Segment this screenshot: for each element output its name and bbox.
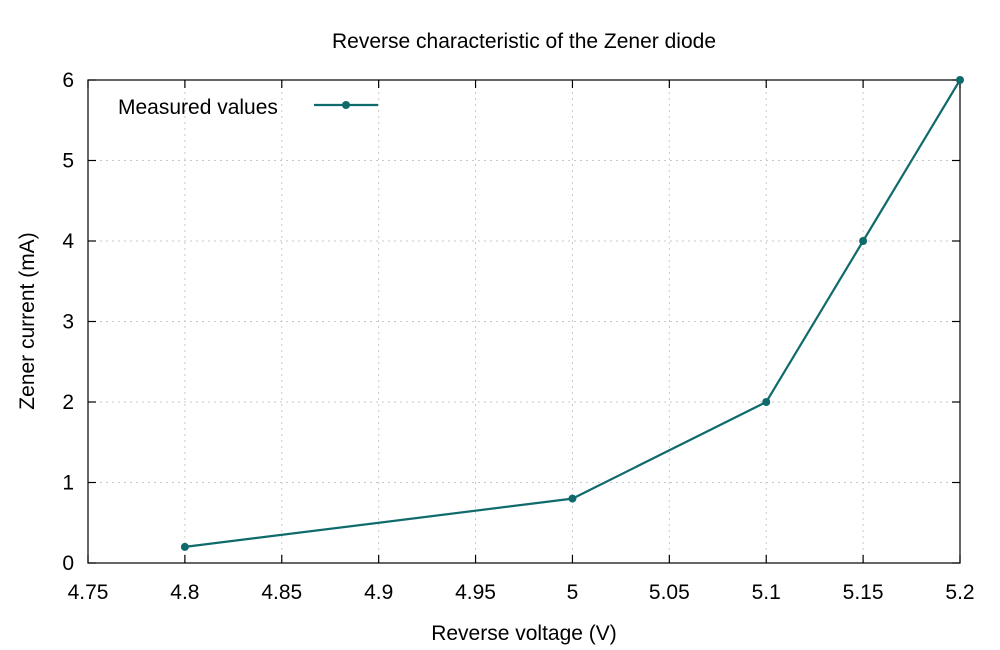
data-point	[956, 76, 964, 84]
x-tick-label: 5.05	[649, 581, 690, 604]
y-tick-label: 2	[62, 391, 74, 414]
x-axis-label: Reverse voltage (V)	[431, 622, 617, 645]
x-tick-label: 4.85	[261, 581, 302, 604]
data-point	[859, 237, 868, 245]
x-tick-label: 4.8	[170, 581, 199, 604]
y-tick-label: 0	[62, 552, 74, 575]
data-point	[180, 542, 189, 551]
y-tick-label: 6	[62, 69, 74, 92]
x-tick-label: 5.15	[843, 581, 884, 604]
x-tick-label: 5.2	[945, 581, 974, 604]
x-tick-label: 4.95	[455, 581, 496, 604]
legend: Measured values	[118, 96, 378, 119]
y-tick-label: 1	[62, 472, 74, 495]
tick-labels: 4.75 4.8 4.85 4.9 4.95 5 5.05 5.1 5.15 5.2 0 1 2 3 4 5 6	[62, 69, 974, 604]
x-tick-label: 5.1	[752, 581, 781, 604]
y-tick-label: 3	[62, 311, 74, 334]
chart-title: Reverse characteristic of the Zener diod…	[332, 30, 716, 53]
y-tick-label: 5	[62, 150, 74, 173]
legend-marker	[342, 101, 350, 109]
grid-lines	[88, 80, 960, 563]
y-axis-label: Zener current (mA)	[16, 232, 39, 409]
x-tick-label: 4.75	[68, 581, 109, 604]
y-tick-label: 4	[62, 230, 74, 253]
legend-label: Measured values	[118, 96, 278, 119]
x-tick-label: 5	[567, 581, 579, 604]
series-layer	[180, 76, 964, 551]
axis-ticks	[87, 79, 961, 564]
x-tick-label: 4.9	[364, 581, 393, 604]
data-point	[762, 398, 771, 406]
data-point	[568, 494, 577, 503]
plot-frame	[87, 79, 961, 564]
